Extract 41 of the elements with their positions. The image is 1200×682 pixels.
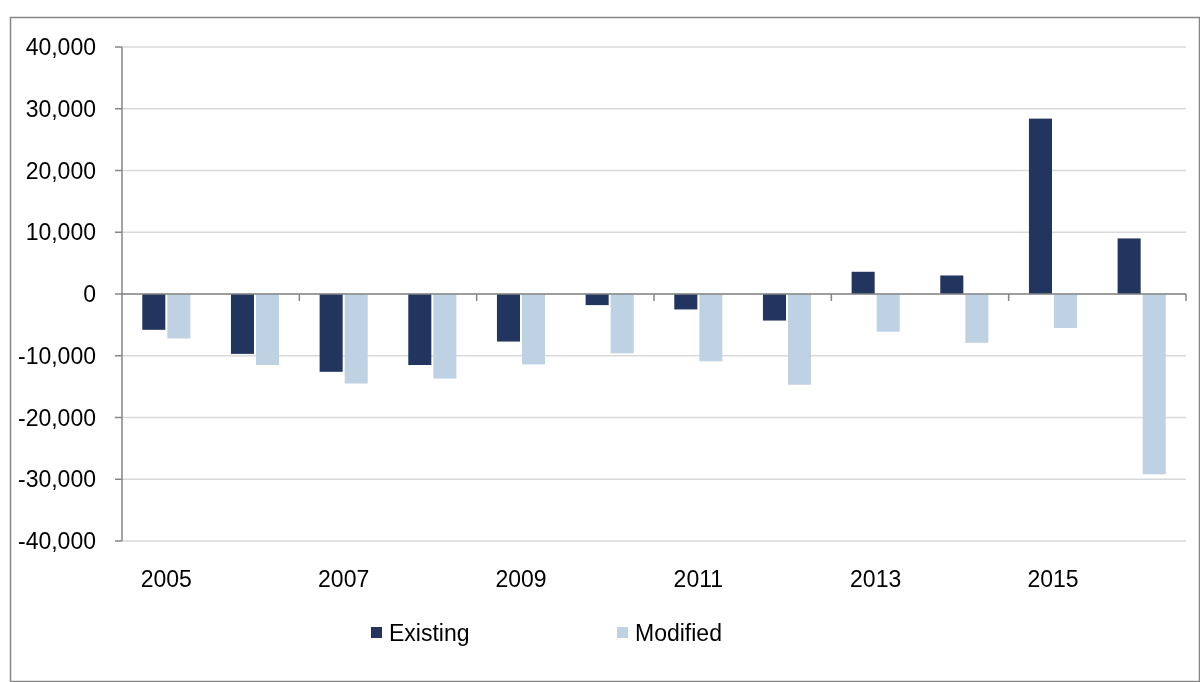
legend-label: Modified	[635, 620, 722, 646]
bar	[699, 294, 723, 362]
y-tick-label: 40,000	[25, 34, 96, 61]
x-tick-label: 2009	[495, 566, 547, 592]
bar	[522, 294, 546, 365]
bar	[762, 294, 786, 321]
bar	[433, 294, 457, 379]
bar	[610, 294, 634, 354]
bar	[851, 271, 875, 294]
y-tick-label: -30,000	[17, 466, 96, 493]
bar	[344, 294, 368, 384]
x-tick-label: 2011	[673, 566, 724, 592]
bar	[1117, 238, 1141, 294]
y-tick-label: 30,000	[25, 95, 96, 122]
bar	[408, 294, 432, 366]
bar	[876, 294, 900, 332]
y-tick-label: -20,000	[17, 404, 96, 431]
bar	[674, 294, 698, 310]
bar	[940, 275, 964, 294]
bar	[585, 294, 609, 306]
y-tick-label: -10,000	[17, 342, 96, 369]
bar	[496, 294, 520, 342]
y-tick-label: 10,000	[25, 219, 96, 246]
y-tick-label: 20,000	[25, 157, 96, 184]
bar	[788, 294, 812, 385]
bar	[167, 294, 191, 339]
x-tick-label: 2015	[1027, 566, 1079, 592]
bar	[256, 294, 280, 366]
y-tick-label: 0	[83, 281, 96, 308]
bar	[142, 294, 166, 330]
x-tick-label: 2013	[850, 566, 902, 592]
bar	[1054, 294, 1078, 328]
bar	[1028, 118, 1052, 294]
legend-label: Existing	[389, 620, 470, 646]
x-tick-label: 2007	[318, 566, 370, 592]
y-tick-label: -40,000	[17, 528, 96, 555]
bar	[230, 294, 254, 354]
x-tick-label: 2005	[140, 566, 192, 592]
bar	[319, 294, 343, 372]
bar	[965, 294, 989, 343]
bar	[1142, 294, 1166, 475]
